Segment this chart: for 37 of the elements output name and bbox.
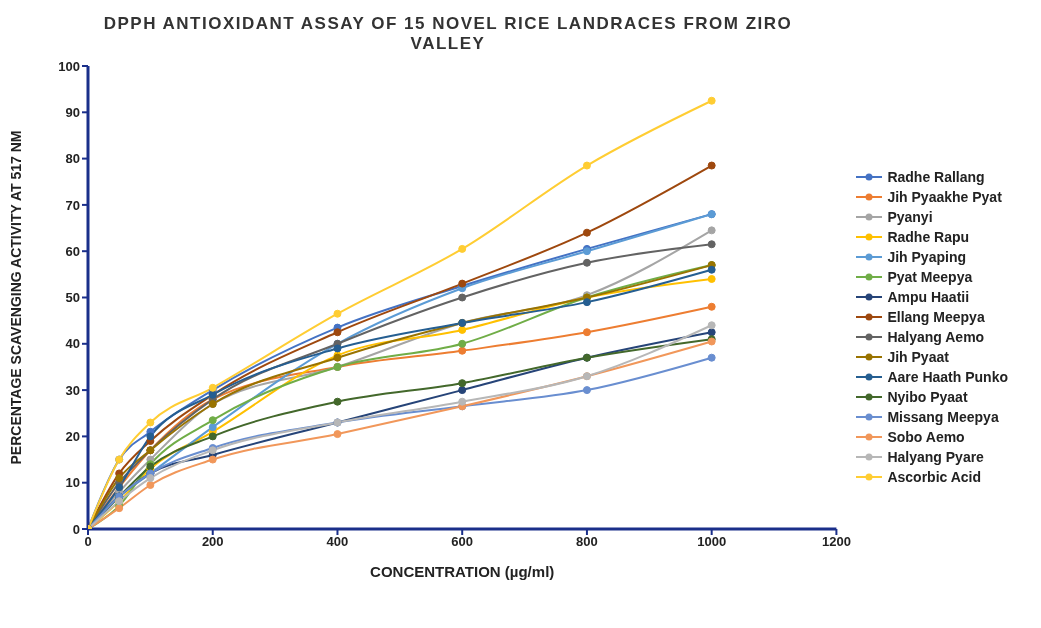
legend-label: Pyat Meepya [887,268,973,285]
legend-label: Jih Pyaakhe Pyat [887,188,1002,205]
x-tick-label: 400 [326,534,349,550]
legend-label: Pyanyi [887,208,933,225]
chart-title: DPPH ANTIOXIDANT ASSAY OF 15 NOVEL RICE LANDRACES FROM ZIRO VALLEY [102,14,794,54]
y-tick-label: 60 [65,243,80,259]
legend-label: Missang Meepya [887,408,999,425]
legend-label: Ellang Meepya [887,308,985,325]
y-tick-label: 10 [65,475,80,491]
y-tick-label: 20 [65,429,80,445]
x-axis-title: CONCENTRATION (µg/ml) [370,563,555,580]
x-tick-label: 0 [84,534,92,550]
legend-label: Ampu Haatii [887,288,970,305]
x-tick-label: 1200 [821,534,851,550]
legend-label: Radhe Rapu [887,228,970,245]
legend-label: Nyibo Pyaat [887,388,968,405]
y-tick-label: 40 [65,336,80,352]
y-tick-label: 80 [65,151,80,167]
legend-label: Radhe Rallang [887,168,985,185]
y-tick-label: 100 [58,58,80,74]
x-tick-label: 600 [451,534,474,550]
legend-label: Jih Pyaat [887,348,949,365]
legend-label: Jih Pyaping [887,248,966,265]
y-tick-label: 30 [65,382,80,398]
legend-label: Halyang Aemo [887,328,985,345]
y-tick-label: 50 [65,290,80,306]
y-tick-label: 90 [65,104,80,120]
x-tick-label: 800 [576,534,598,550]
legend-label: Ascorbic Acid [887,468,982,485]
y-tick-label: 0 [72,521,80,537]
y-axis-title: PERCENTAGE SCAVENGING ACTIVITY AT 517 NM [7,130,24,465]
legend-label: Aare Haath Punko [887,368,1008,385]
x-tick-label: 1000 [697,534,727,550]
x-tick-label: 200 [201,534,224,550]
legend-label: Halyang Pyare [887,448,984,465]
y-tick-label: 70 [65,197,80,213]
legend-label: Sobo Aemo [887,428,965,445]
